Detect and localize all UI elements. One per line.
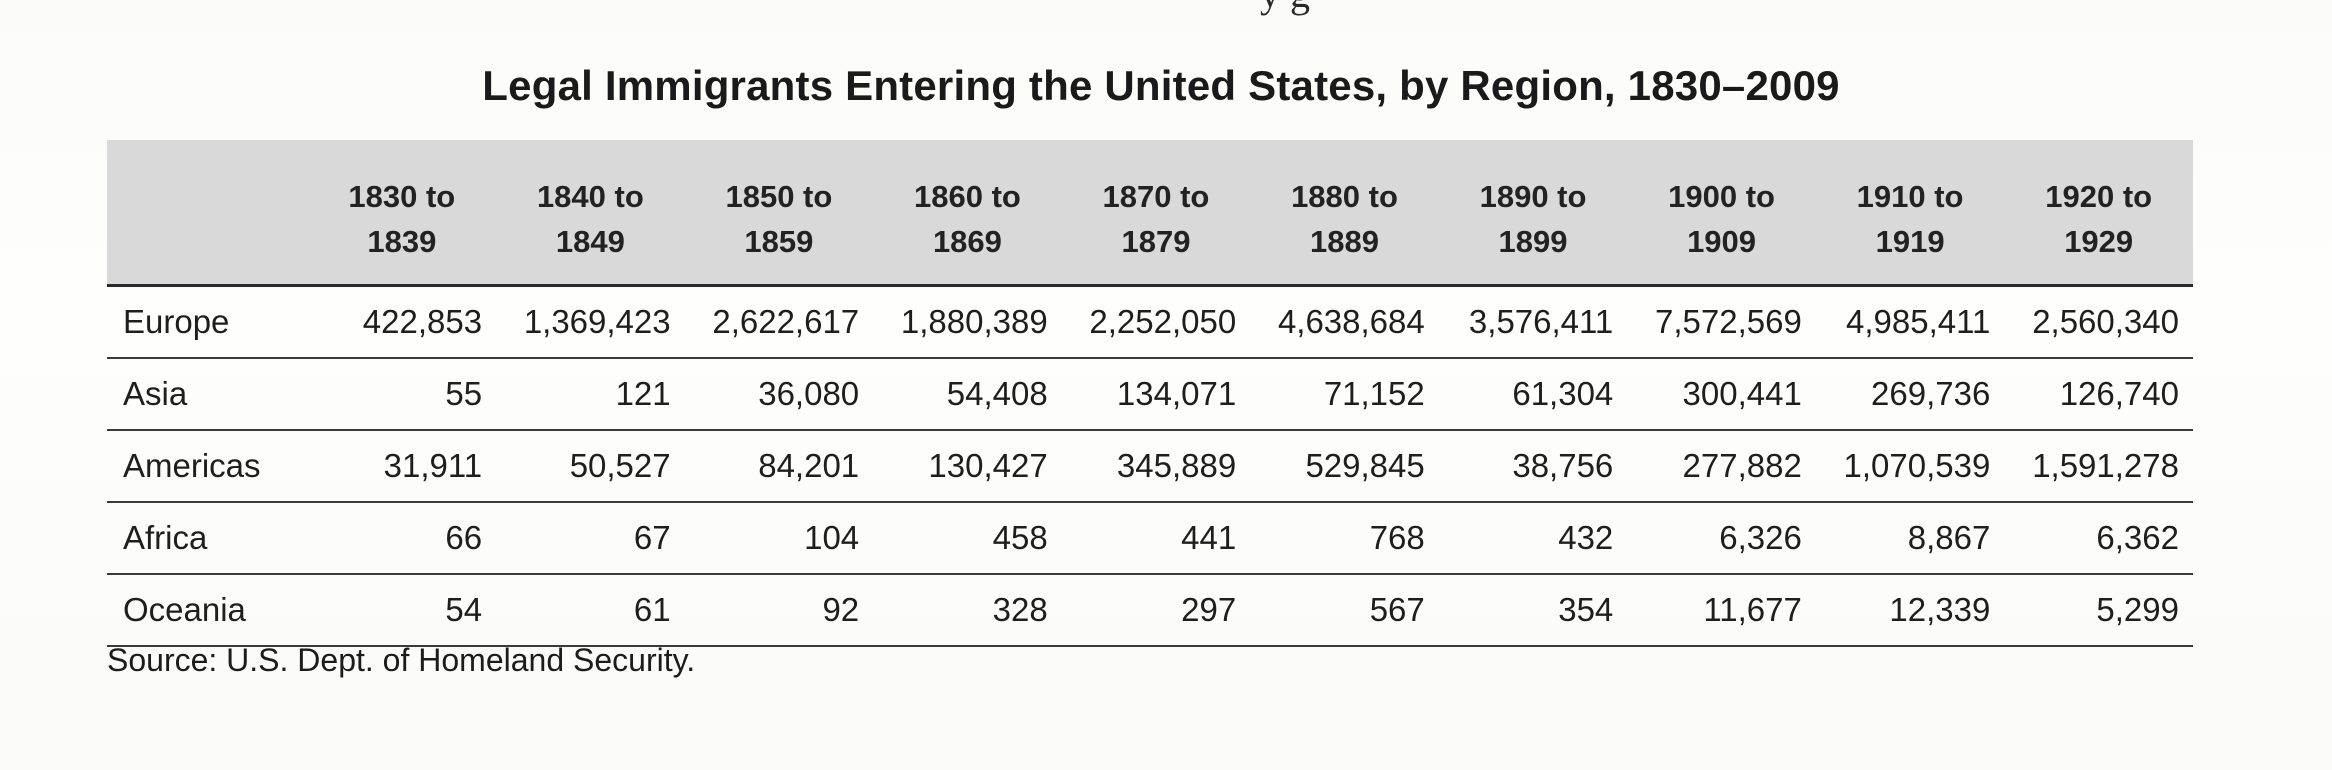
table-cell: 84,201: [684, 430, 874, 503]
table-cell: 50,527: [496, 430, 685, 503]
table-cell: 54,408: [873, 358, 1062, 431]
table-cell: 277,882: [1627, 430, 1816, 503]
column-header: 1840 to 1849: [496, 140, 685, 287]
column-header-line1: 1900 to: [1668, 179, 1775, 214]
table-cell: 126,740: [2004, 358, 2193, 431]
column-header-line2: 1889: [1310, 224, 1379, 259]
source-note: Source: U.S. Dept. of Homeland Security.: [107, 642, 696, 678]
table-cell: 4,985,411: [1815, 285, 2005, 359]
table-cell: 529,845: [1250, 430, 1439, 503]
table-cell: 269,736: [1815, 358, 2005, 431]
table-row-africa: Africa 66 67 104 458 441 768 432 6,326 8…: [107, 502, 2193, 575]
column-header-line1: 1890 to: [1479, 179, 1587, 214]
column-header-line1: 1880 to: [1291, 179, 1398, 214]
column-header-line2: 1909: [1687, 224, 1757, 259]
column-header-line2: 1929: [2064, 224, 2134, 259]
column-header: 1880 to 1889: [1250, 140, 1439, 287]
table-row-europe: Europe 422,853 1,369,423 2,622,617 1,880…: [107, 285, 2193, 359]
table-cell: 297: [1061, 574, 1251, 647]
table-cell: 121: [496, 358, 685, 431]
table-cell: 71,152: [1250, 358, 1439, 431]
table-cell: 55: [307, 358, 497, 431]
table-cell: 36,080: [684, 358, 874, 431]
column-header-line1: 1910 to: [1856, 179, 1964, 214]
column-header-line2: 1899: [1498, 224, 1568, 259]
column-header: 1910 to 1919: [1815, 140, 2005, 287]
table-cell: 1,880,389: [873, 285, 1062, 359]
column-header-line2: 1869: [932, 224, 1002, 259]
column-header: 1870 to 1879: [1061, 140, 1251, 287]
table-header-row: 1830 to 1839 1840 to 1849 1850 to 1859 1860…: [107, 140, 2193, 287]
table-cell: 2,560,340: [2004, 285, 2193, 359]
column-header-line2: 1839: [367, 224, 437, 259]
column-header-line1: 1830 to: [348, 179, 456, 214]
table-cell: 422,853: [307, 285, 497, 359]
column-header: 1900 to 1909: [1627, 140, 1816, 287]
column-header-line2: 1849: [555, 224, 625, 259]
table-cell: 31,911: [307, 430, 497, 503]
immigration-table: 1830 to 1839 1840 to 1849 1850 to 1859 1860…: [107, 140, 2193, 647]
table-cell: 354: [1438, 574, 1628, 647]
table-title-text: Legal Immigrants Entering the United Sta…: [482, 62, 1840, 109]
table-cell: 38,756: [1438, 430, 1628, 503]
table-cell: 4,638,684: [1250, 285, 1439, 359]
column-header-line1: 1870 to: [1102, 179, 1210, 214]
table-cell: 328: [873, 574, 1062, 647]
table-cell: 54: [307, 574, 497, 647]
column-header: 1850 to 1859: [684, 140, 874, 287]
table-cell: 1,070,539: [1815, 430, 2005, 503]
table-row-americas: Americas 31,911 50,527 84,201 130,427 34…: [107, 430, 2193, 503]
table-cell: 300,441: [1627, 358, 1816, 431]
table-cell: 441: [1061, 502, 1251, 575]
column-header-line2: 1919: [1875, 224, 1945, 259]
column-header-line1: 1860 to: [914, 179, 1021, 214]
immigration-table-container: 1830 to 1839 1840 to 1849 1850 to 1859 1860…: [107, 140, 2193, 647]
table-cell: 61,304: [1438, 358, 1628, 431]
table-row-oceania: Oceania 54 61 92 328 297 567 354 11,677 …: [107, 574, 2193, 647]
table-cell: 432: [1438, 502, 1628, 575]
column-header: 1920 to 1929: [2004, 140, 2193, 287]
table-cell: 6,326: [1627, 502, 1816, 575]
column-header-line1: 1920 to: [2045, 179, 2153, 214]
table-cell: 134,071: [1061, 358, 1251, 431]
table-row-asia: Asia 55 121 36,080 54,408 134,071 71,152…: [107, 358, 2193, 431]
table-cell: 104: [684, 502, 874, 575]
table-cell: 130,427: [873, 430, 1062, 503]
column-header-line2: 1859: [744, 224, 814, 259]
column-header-line1: 1840 to: [536, 179, 644, 214]
table-cell: 345,889: [1061, 430, 1251, 503]
row-label: Europe: [107, 285, 308, 359]
table-title: Legal Immigrants Entering the United Sta…: [0, 62, 2332, 110]
row-label: Oceania: [107, 574, 308, 647]
column-header: 1890 to 1899: [1438, 140, 1628, 287]
column-header: 1830 to 1839: [307, 140, 497, 287]
table-cell: 768: [1250, 502, 1439, 575]
table-cell: 7,572,569: [1627, 285, 1816, 359]
table-cell: 1,591,278: [2004, 430, 2193, 503]
table-cell: 67: [496, 502, 685, 575]
row-label: Asia: [107, 358, 308, 431]
column-header-line1: 1850 to: [725, 179, 833, 214]
table-cell: 458: [873, 502, 1062, 575]
table-cell: 2,622,617: [684, 285, 874, 359]
table-cell: 8,867: [1815, 502, 2005, 575]
cut-off-text-fragment: y g: [1260, 0, 1310, 17]
table-cell: 66: [307, 502, 497, 575]
table-cell: 5,299: [2004, 574, 2193, 647]
column-header-line2: 1879: [1121, 224, 1191, 259]
row-label: Africa: [107, 502, 308, 575]
table-cell: 2,252,050: [1061, 285, 1251, 359]
table-cell: 567: [1250, 574, 1439, 647]
table-cell: 1,369,423: [496, 285, 685, 359]
table-cell: 92: [684, 574, 874, 647]
column-header: 1860 to 1869: [873, 140, 1062, 287]
table-cell: 12,339: [1815, 574, 2005, 647]
header-region-blank: [107, 140, 308, 287]
table-cell: 3,576,411: [1438, 285, 1628, 359]
row-label: Americas: [107, 430, 308, 503]
table-cell: 61: [496, 574, 685, 647]
table-cell: 6,362: [2004, 502, 2193, 575]
table-cell: 11,677: [1627, 574, 1816, 647]
